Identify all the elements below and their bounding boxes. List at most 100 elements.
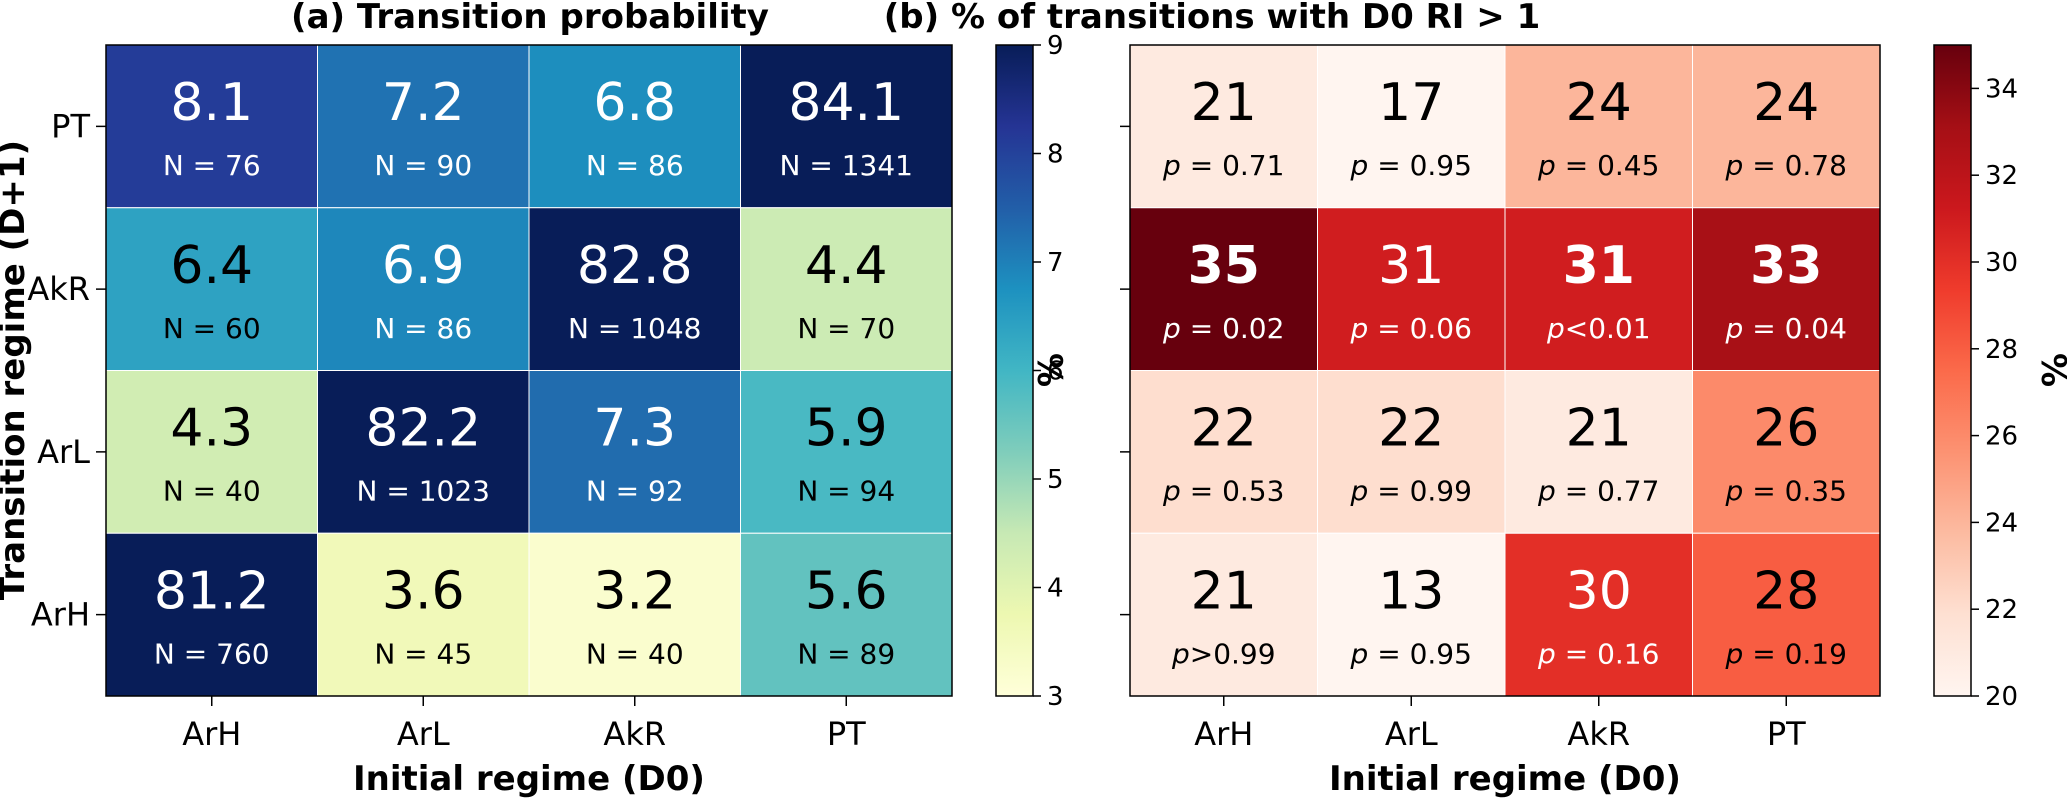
cell-sub-label-rest: = 0.04 xyxy=(1743,312,1847,345)
heatmap-cell: 13 p = 0.95 xyxy=(1317,532,1506,697)
heatmap-cell-fill xyxy=(317,44,530,209)
cell-sub-label-rest: = 0.95 xyxy=(1368,149,1472,182)
cell-sub-label-rest: = 0.95 xyxy=(1368,637,1472,670)
cell-sub-label: N = 90 xyxy=(374,149,472,182)
cell-value-label: 6.9 xyxy=(382,236,465,296)
cell-sub-label-rest: = 0.45 xyxy=(1556,149,1660,182)
panel-a-yticks: PT AkR ArL ArH xyxy=(27,107,106,634)
colorbar-tick-label: 4 xyxy=(1047,574,1064,604)
cell-sub-label: N = 92 xyxy=(586,475,684,508)
cell-value-label: 35 xyxy=(1188,236,1260,296)
cell-sub-label-p: p xyxy=(1537,475,1556,508)
x-tick-label: PT xyxy=(1767,715,1806,753)
heatmap-cell-fill xyxy=(105,532,318,697)
cell-value-label: 21 xyxy=(1191,73,1257,133)
cell-sub-label: p = 0.35 xyxy=(1725,475,1847,508)
heatmap-cell: 3.2 N = 40 xyxy=(528,532,741,697)
cell-sub-label: p>0.99 xyxy=(1171,637,1276,670)
heatmap-cell: 22 p = 0.99 xyxy=(1317,370,1506,534)
heatmap-cell-fill xyxy=(1129,44,1318,209)
cell-value-label: 84.1 xyxy=(788,73,904,133)
cell-sub-label: N = 1023 xyxy=(357,475,490,508)
colorbar-tick-label: 30 xyxy=(1985,248,2018,278)
cell-value-label: 5.9 xyxy=(805,399,888,459)
panel-a-cells: 8.1 N = 76 7.2 N = 90 6.8 N = 86 84.1 N = 1341 6… xyxy=(105,44,953,697)
heatmap-cell-fill xyxy=(740,44,953,209)
cell-value-label: 4.3 xyxy=(170,399,253,459)
colorbar-gradient xyxy=(1933,44,1972,697)
cell-sub-label-rest: = 0.53 xyxy=(1181,475,1285,508)
cell-value-label: 7.3 xyxy=(593,399,676,459)
heatmap-cell: 31 p = 0.06 xyxy=(1317,207,1506,371)
cell-sub-label: p = 0.53 xyxy=(1162,475,1284,508)
cell-sub-label-rest: = 0.35 xyxy=(1743,475,1847,508)
panel-b-title-text: (b) % of transitions with D0 RI > 1 xyxy=(884,0,1540,37)
heatmap-cell: 24 p = 0.78 xyxy=(1692,44,1881,209)
heatmap-cell: 33p = 0.04 xyxy=(1692,207,1881,371)
heatmap-cell: 30 p = 0.16 xyxy=(1504,532,1693,697)
x-tick-label: ArH xyxy=(182,715,241,753)
heatmap-cell-fill xyxy=(1504,532,1693,697)
cell-sub-label-p: p xyxy=(1350,149,1369,182)
cell-value-label: 22 xyxy=(1191,399,1257,459)
cell-sub-label: N = 1341 xyxy=(780,149,913,182)
cell-sub-label-rest: = 0.19 xyxy=(1743,637,1847,670)
colorbar-tick-label: 34 xyxy=(1985,74,2018,104)
cell-sub-label-p: p xyxy=(1350,475,1369,508)
cell-sub-label-p: p xyxy=(1171,637,1190,670)
cell-value-label: 13 xyxy=(1378,561,1444,621)
cell-value-label: 21 xyxy=(1191,561,1257,621)
x-tick-label: ArL xyxy=(397,715,450,753)
heatmap-cell-fill xyxy=(317,370,530,534)
panel-a: (a) Transition probability 8.1 N = 76 7.2 N… xyxy=(0,0,1069,799)
heatmap-cell: 21 p = 0.77 xyxy=(1504,370,1693,534)
cell-sub-label-p: p xyxy=(1537,637,1556,670)
cell-sub-label-rest: = 0.77 xyxy=(1556,475,1660,508)
heatmap-cell-fill xyxy=(1129,532,1318,697)
y-tick-label: PT xyxy=(51,107,90,145)
colorbar-tick-label: 7 xyxy=(1047,248,1064,278)
cell-sub-label: N = 40 xyxy=(586,637,684,670)
y-tick-label: ArL xyxy=(37,433,90,471)
cell-value-label: 17 xyxy=(1378,73,1444,133)
heatmap-cell: 28 p = 0.19 xyxy=(1692,532,1881,697)
cell-value-label: 6.4 xyxy=(170,236,253,296)
heatmap-cell: 5.9 N = 94 xyxy=(740,370,953,534)
heatmap-cell-fill xyxy=(317,207,530,371)
heatmap-cell-fill xyxy=(1692,370,1881,534)
heatmap-cell: 82.2 N = 1023 xyxy=(317,370,530,534)
panel-a-xlabel: Initial regime (D0) xyxy=(353,759,705,799)
cell-sub-label: p = 0.19 xyxy=(1725,637,1847,670)
cell-sub-label: p = 0.16 xyxy=(1537,637,1659,670)
heatmap-cell: 82.8 N = 1048 xyxy=(528,207,741,371)
cell-sub-label-p: p xyxy=(1537,149,1556,182)
cell-sub-label: N = 60 xyxy=(163,312,261,345)
cell-value-label: 30 xyxy=(1566,561,1632,621)
panel-a-ylabel: Transition regime (D+1) xyxy=(0,140,33,600)
cell-value-label: 82.2 xyxy=(365,399,481,459)
cell-sub-label: p = 0.99 xyxy=(1350,475,1472,508)
heatmap-cell-fill xyxy=(1317,207,1506,371)
cell-sub-label: p = 0.71 xyxy=(1162,149,1284,182)
heatmap-cell: 5.6 N = 89 xyxy=(740,532,953,697)
cell-value-label: 31 xyxy=(1378,236,1444,296)
heatmap-cell-fill xyxy=(528,207,741,371)
cell-sub-label-p: p xyxy=(1162,149,1181,182)
colorbar-tick-label: 5 xyxy=(1047,465,1064,495)
colorbar-tick-label: 32 xyxy=(1985,161,2018,191)
x-tick-label: PT xyxy=(827,715,866,753)
heatmap-cell: 6.4 N = 60 xyxy=(105,207,318,371)
cell-sub-label: p = 0.77 xyxy=(1537,475,1659,508)
cell-value-label: 4.4 xyxy=(805,236,888,296)
heatmap-cell: 4.3 N = 40 xyxy=(105,370,318,534)
cell-sub-label-p: p xyxy=(1350,312,1369,345)
heatmap-cell-fill xyxy=(740,207,953,371)
cell-sub-label: N = 94 xyxy=(797,475,895,508)
cell-value-label: 6.8 xyxy=(593,73,676,133)
x-tick-label: ArL xyxy=(1385,715,1438,753)
panel-b-yticks xyxy=(1120,125,1130,616)
panel-b-xlabel: Initial regime (D0) xyxy=(1329,759,1681,799)
heatmap-cell-fill xyxy=(1129,370,1318,534)
cell-value-label: 24 xyxy=(1753,73,1819,133)
